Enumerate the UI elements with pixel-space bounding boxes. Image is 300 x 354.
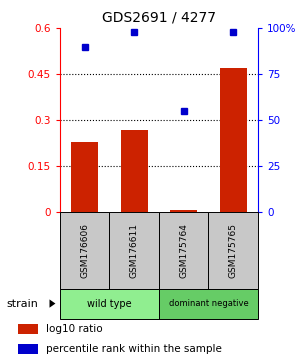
Text: GSM175764: GSM175764: [179, 223, 188, 278]
Bar: [170, 210, 197, 212]
Text: GSM176611: GSM176611: [130, 223, 139, 278]
Bar: [71, 142, 98, 212]
Text: GSM175765: GSM175765: [229, 223, 238, 278]
Title: GDS2691 / 4277: GDS2691 / 4277: [102, 10, 216, 24]
Bar: [110, 212, 159, 289]
Bar: [121, 130, 148, 212]
Bar: [17, 324, 38, 333]
Text: GSM176606: GSM176606: [80, 223, 89, 278]
Text: wild type: wild type: [87, 298, 132, 309]
Bar: [17, 344, 38, 354]
Bar: [60, 289, 159, 319]
Polygon shape: [50, 299, 56, 308]
Text: strain: strain: [6, 298, 38, 309]
Bar: [159, 212, 208, 289]
Text: percentile rank within the sample: percentile rank within the sample: [46, 344, 222, 354]
Bar: [220, 68, 247, 212]
Bar: [208, 212, 258, 289]
Text: dominant negative: dominant negative: [169, 299, 248, 308]
Bar: [159, 289, 258, 319]
Text: log10 ratio: log10 ratio: [46, 324, 103, 334]
Bar: [60, 212, 110, 289]
